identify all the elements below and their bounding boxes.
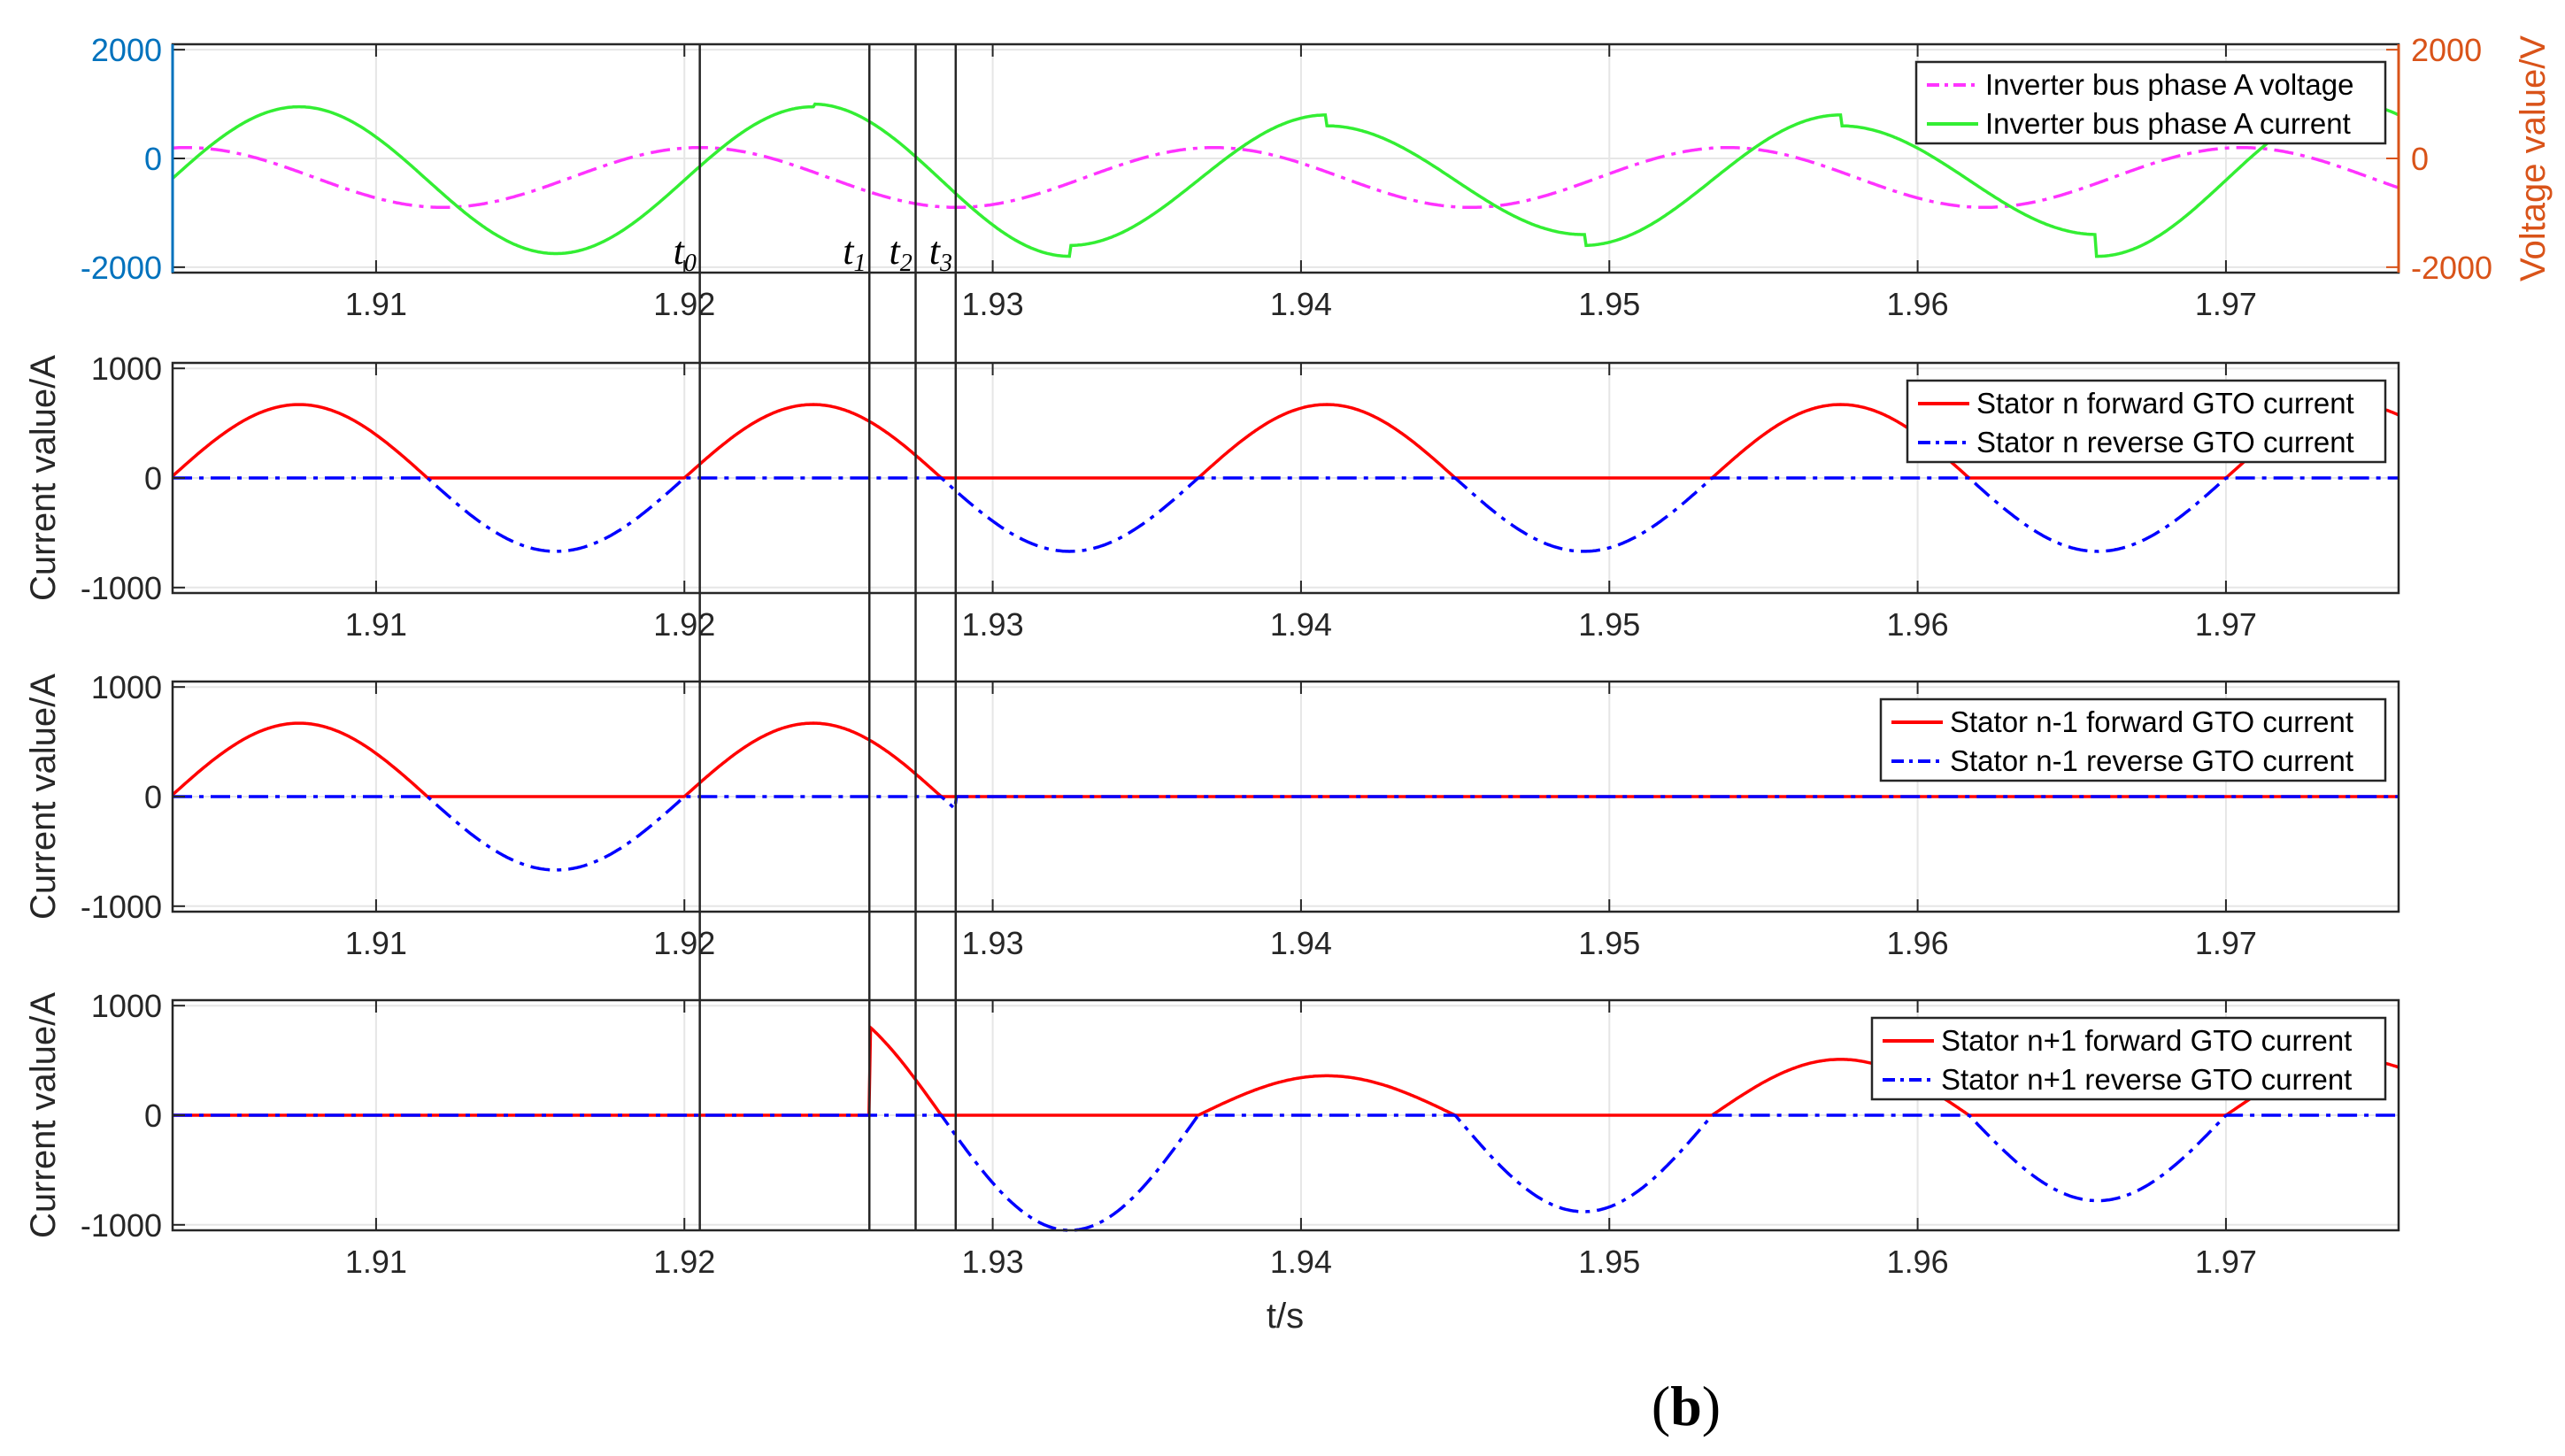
x-tick-label: 1.96 xyxy=(1887,606,1949,643)
x-tick-label: 1.97 xyxy=(2195,606,2257,643)
y-tick-label: 0 xyxy=(144,1098,162,1134)
legend-entry: Stator n forward GTO current xyxy=(1976,387,2354,420)
legend-box xyxy=(1906,379,2387,464)
time-marker-lines: t0 t1 t2 t3 xyxy=(674,44,958,1230)
legend-box xyxy=(1870,1016,2387,1101)
x-tick-label: 1.95 xyxy=(1578,606,1640,643)
x-tick-label: 1.92 xyxy=(653,286,715,322)
x-tick-label: 1.95 xyxy=(1578,286,1640,322)
legend: Stator n-1 forward GTO current Stator n-1… xyxy=(1879,697,2387,782)
series-line-1 xyxy=(173,1113,2399,1232)
series-line-1 xyxy=(171,102,2399,258)
legend: Inverter bus phase A voltage Inverter bus… xyxy=(1914,60,2387,145)
panel-stator-n-minus-1: 1.91 1.92 1.93 1.94 1.95 1.96 1.97 1000 0 -1000 Cu… xyxy=(24,669,2400,961)
panel-voltage-current: 1.91 1.92 1.93 1.94 1.95 1.96 1.97 2000 0 -2000 20… xyxy=(81,32,2553,322)
right-y-tick-label: 2000 xyxy=(2411,32,2482,68)
x-tick-label: 1.91 xyxy=(345,286,407,322)
x-tick-label: 1.93 xyxy=(962,286,1024,322)
x-tick-label: 1.93 xyxy=(962,1244,1024,1280)
series-line-0 xyxy=(171,403,2399,480)
y-tick-label: 1000 xyxy=(91,669,162,705)
x-tick-label: 1.95 xyxy=(1578,925,1640,961)
panel-stator-n: 1.91 1.92 1.93 1.94 1.95 1.96 1.97 1000 0 -1000 Cu… xyxy=(24,351,2400,643)
right-y-tick-label: -2000 xyxy=(2411,250,2492,286)
x-tick-label: 1.96 xyxy=(1887,1244,1949,1280)
x-tick-label: 1.91 xyxy=(345,1244,407,1280)
x-tick-label: 1.96 xyxy=(1887,286,1949,322)
x-tick-label: 1.97 xyxy=(2195,286,2257,322)
x-tick-label: 1.92 xyxy=(653,606,715,643)
x-axis-label: t/s xyxy=(1267,1297,1304,1336)
y-axis-label: Current value/A xyxy=(24,674,63,920)
y-tick-label: -1000 xyxy=(81,1207,162,1244)
y-tick-label: -2000 xyxy=(81,250,162,286)
x-tick-label: 1.97 xyxy=(2195,925,2257,961)
y-tick-label: -1000 xyxy=(81,570,162,606)
legend-box xyxy=(1879,697,2387,782)
x-tick-label: 1.91 xyxy=(345,925,407,961)
time-marker-label: t1 xyxy=(843,229,866,277)
y-tick-label: 0 xyxy=(144,779,162,815)
legend-entry: Inverter bus phase A voltage xyxy=(1985,68,2353,101)
x-tick-label: 1.92 xyxy=(653,925,715,961)
y-tick-label: -1000 xyxy=(81,889,162,925)
x-tick-label: 1.96 xyxy=(1887,925,1949,961)
series-line-1 xyxy=(173,476,2399,553)
legend-entry: Stator n reverse GTO current xyxy=(1976,426,2354,458)
x-tick-label: 1.94 xyxy=(1270,286,1332,322)
y-tick-label: 1000 xyxy=(91,988,162,1024)
x-tick-label: 1.92 xyxy=(653,1244,715,1280)
series-line-1 xyxy=(173,795,2399,872)
x-tick-label: 1.94 xyxy=(1270,606,1332,643)
x-tick-label: 1.94 xyxy=(1270,925,1332,961)
x-tick-label: 1.91 xyxy=(345,606,407,643)
time-marker-label: t3 xyxy=(929,229,952,277)
x-tick-label: 1.97 xyxy=(2195,1244,2257,1280)
legend-entry: Stator n-1 reverse GTO current xyxy=(1950,744,2353,777)
y-tick-label: 0 xyxy=(144,460,162,497)
y-axis-label: Current value/A xyxy=(24,992,63,1238)
x-tick-label: 1.93 xyxy=(962,925,1024,961)
legend-entry: Stator n-1 forward GTO current xyxy=(1950,705,2353,738)
legend: Stator n+1 forward GTO current Stator n+1… xyxy=(1870,1016,2387,1101)
panel-stator-n-plus-1: 1.91 1.92 1.93 1.94 1.95 1.96 1.97 1000 0 -1000 Cu… xyxy=(24,988,2400,1280)
legend-box xyxy=(1914,60,2387,145)
legend: Stator n forward GTO current Stator n rev… xyxy=(1906,379,2387,464)
right-y-tick-label: 0 xyxy=(2411,141,2429,177)
right-axis-label: Voltage value/V xyxy=(2514,35,2553,281)
y-tick-label: 0 xyxy=(144,141,162,177)
legend-entry: Inverter bus phase A current xyxy=(1985,107,2351,140)
legend-entry: Stator n+1 forward GTO current xyxy=(1941,1024,2352,1057)
time-marker-label: t2 xyxy=(889,229,912,277)
x-tick-label: 1.94 xyxy=(1270,1244,1332,1280)
y-tick-label: 2000 xyxy=(91,32,162,68)
x-tick-label: 1.95 xyxy=(1578,1244,1640,1280)
series-line-0 xyxy=(172,145,2399,210)
y-axis-label: Current value/A xyxy=(24,355,63,601)
figure-caption: (b) xyxy=(1652,1375,1721,1437)
time-marker-label: t0 xyxy=(674,229,697,277)
legend-entry: Stator n+1 reverse GTO current xyxy=(1941,1063,2352,1096)
x-tick-label: 1.93 xyxy=(962,606,1024,643)
y-tick-label: 1000 xyxy=(91,351,162,387)
